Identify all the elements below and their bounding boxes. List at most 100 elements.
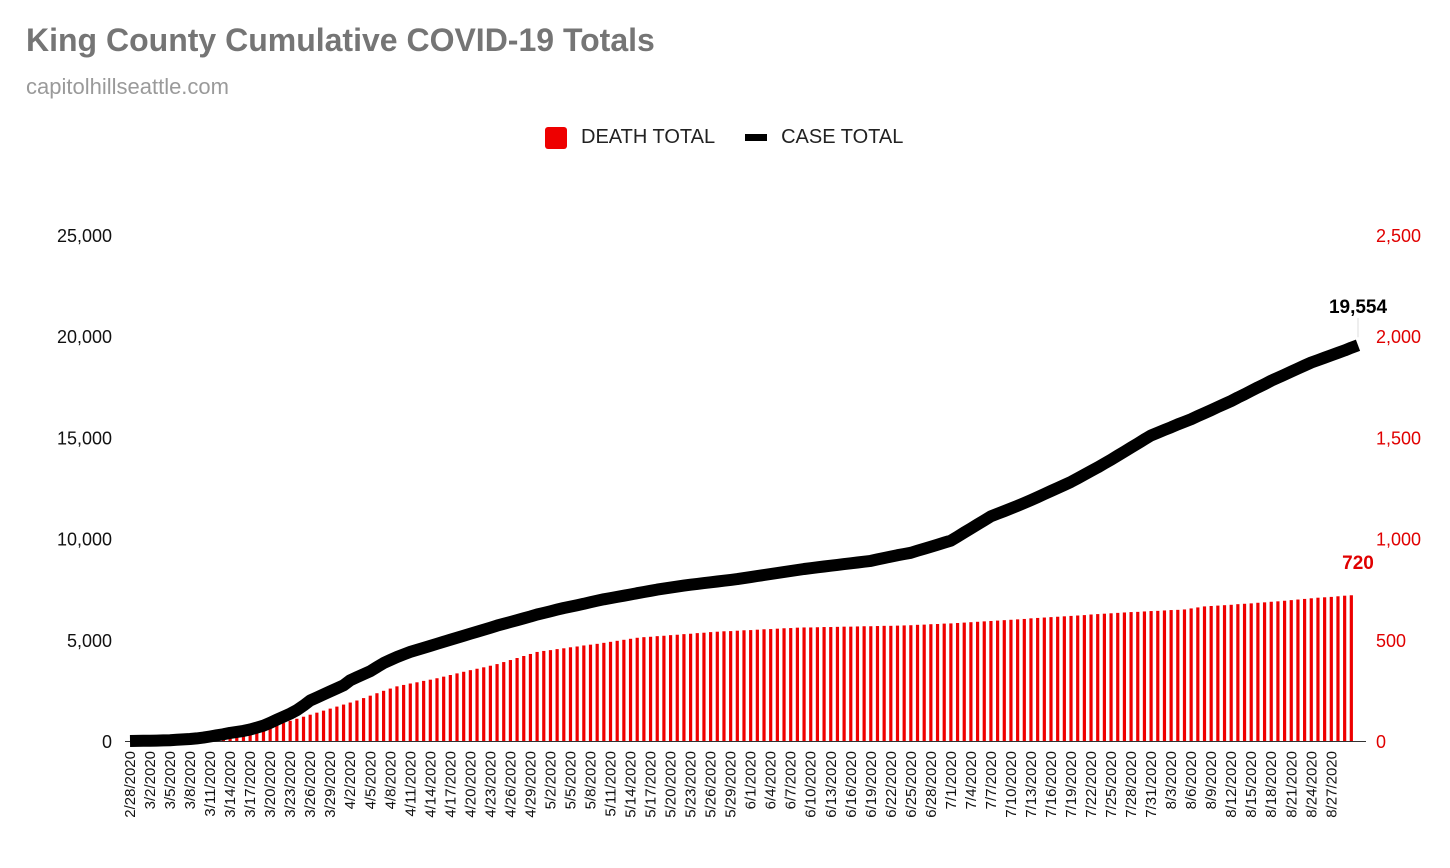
death-bar [1349, 595, 1353, 741]
death-bar [1242, 603, 1247, 741]
death-bar [829, 627, 833, 741]
right-tick-label: 2,000 [1376, 327, 1421, 347]
death-bar [655, 636, 659, 741]
x-tick-label: 7/16/2020 [1043, 751, 1060, 818]
death-bar [1149, 611, 1153, 741]
death-bar [1309, 598, 1313, 741]
death-bar [275, 724, 279, 741]
death-bar [1222, 605, 1227, 741]
x-tick-label: 7/4/2020 [963, 751, 980, 809]
x-tick-label: 5/26/2020 [703, 751, 720, 818]
death-bar [949, 623, 953, 741]
death-bar [996, 620, 1000, 741]
death-bar [1142, 611, 1147, 741]
death-bar [1316, 597, 1320, 741]
death-bar [248, 730, 252, 741]
death-bar [889, 625, 893, 741]
death-bar [769, 629, 773, 741]
death-bar [508, 660, 513, 741]
death-bar [922, 624, 926, 741]
death-bar [1136, 611, 1140, 741]
death-bar [1176, 609, 1180, 741]
x-tick-label: 6/4/2020 [763, 751, 780, 809]
death-bar [528, 653, 533, 741]
death-bar [575, 646, 579, 741]
death-bar [662, 635, 666, 741]
death-bar [648, 636, 653, 741]
death-bar [742, 630, 746, 741]
death-bar [975, 621, 980, 741]
death-bar [535, 651, 539, 741]
death-bar [1343, 595, 1347, 741]
death-bar [1056, 616, 1060, 741]
legend-item-death-total[interactable]: DEATH TOTAL [545, 126, 715, 149]
death-bar [268, 726, 272, 741]
death-bar [735, 630, 739, 741]
death-bar [909, 625, 913, 741]
death-bar [415, 682, 419, 741]
x-tick-label: 7/22/2020 [1083, 751, 1100, 818]
death-bar [789, 628, 793, 741]
death-bar [709, 632, 713, 741]
death-bar [869, 626, 873, 741]
death-bar [895, 625, 900, 741]
x-tick-label: 6/16/2020 [843, 751, 860, 818]
x-tick-label: 4/11/2020 [402, 751, 419, 817]
case-total-line-layer [129, 339, 1361, 747]
death-bar [1102, 613, 1106, 741]
death-bar [408, 683, 412, 741]
left-tick-label: 25,000 [57, 226, 112, 246]
x-axis-ticks: 2/28/2020 3/2/2020 3/5/2020 3/8/2020 3/11/20… [122, 751, 1340, 818]
death-bar [555, 649, 559, 741]
death-bar [295, 718, 299, 741]
death-bar [942, 623, 946, 741]
death-bar [1329, 596, 1333, 741]
death-bar [361, 698, 366, 741]
death-bar [1262, 602, 1267, 741]
legend-label-death-total: DEATH TOTAL [581, 126, 716, 148]
death-bar [428, 679, 432, 741]
death-bar [562, 648, 566, 741]
death-bar [1189, 608, 1193, 741]
death-bar [715, 631, 719, 741]
death-bar [602, 642, 606, 741]
x-tick-label: 8/27/2020 [1323, 751, 1340, 818]
x-tick-label: 5/8/2020 [583, 751, 600, 809]
death-bar [929, 624, 933, 741]
legend-label-case-total: CASE TOTAL [781, 126, 904, 148]
x-tick-label: 3/11/2020 [202, 751, 219, 817]
death-bar [482, 667, 486, 741]
death-bar [722, 631, 726, 741]
death-bar [749, 630, 753, 741]
right-tick-label: 0 [1376, 732, 1386, 752]
death-bar [755, 629, 759, 741]
x-tick-label: 4/2/2020 [342, 751, 359, 809]
death-bar [321, 710, 326, 741]
death-bar [1109, 613, 1113, 741]
legend-item-case-total[interactable]: CASE TOTAL [745, 126, 903, 149]
right-tick-label: 1,000 [1376, 530, 1421, 550]
death-bar [1062, 616, 1066, 741]
right-tick-label: 500 [1376, 631, 1406, 651]
x-tick-label: 3/17/2020 [242, 751, 259, 818]
death-bar [1049, 617, 1053, 741]
x-tick-label: 3/8/2020 [182, 751, 199, 809]
death-bar [548, 650, 553, 741]
x-tick-label: 4/17/2020 [442, 751, 459, 818]
death-bar [1296, 599, 1300, 741]
death-bar [335, 706, 339, 741]
death-bar [475, 668, 479, 741]
x-tick-label: 7/7/2020 [983, 751, 1000, 809]
death-bar [729, 631, 733, 741]
x-tick-label: 3/29/2020 [322, 751, 339, 818]
death-bar [568, 647, 573, 741]
death-bar [301, 716, 306, 741]
death-bar [1236, 604, 1240, 741]
x-tick-label: 4/26/2020 [502, 751, 519, 818]
x-tick-label: 5/5/2020 [563, 751, 580, 809]
death-total-bars [148, 595, 1353, 741]
death-bar [675, 634, 679, 741]
left-tick-label: 15,000 [57, 428, 112, 448]
death-bar [802, 627, 806, 741]
